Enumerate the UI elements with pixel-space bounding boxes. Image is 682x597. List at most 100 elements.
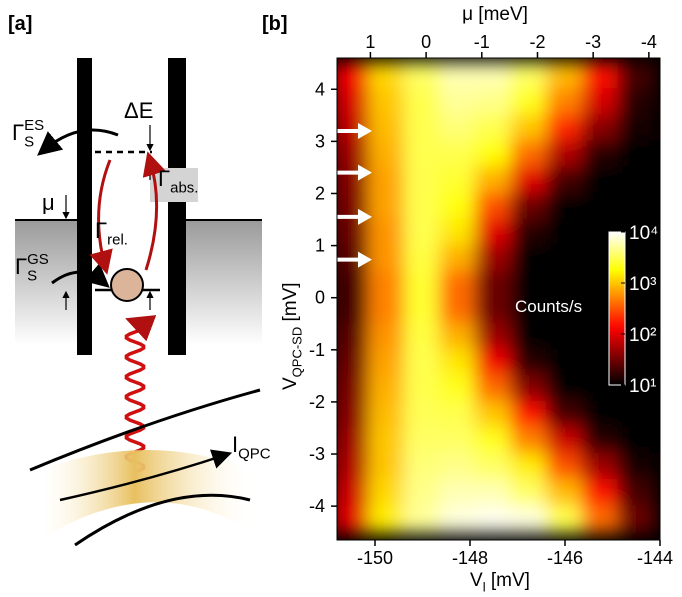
text-base: I [232, 432, 238, 457]
text-base: Γ [12, 120, 24, 145]
text-base: Γ [158, 166, 170, 191]
heat-cell [439, 426, 477, 456]
plot-overlay: -4 -3 -2 -1 0 1 2 3 4 -150 -148 -146 -144 1 0 -1 -2 -3 -4 1… [309, 32, 673, 568]
colorbar-tick-label: 10² [629, 325, 656, 346]
electron [110, 268, 144, 302]
heat-cell [474, 505, 513, 534]
text-base: V [280, 377, 301, 390]
x-tick-label: -148 [452, 548, 488, 568]
x2-tick-label: 1 [365, 32, 375, 52]
heat-cell [403, 88, 442, 117]
heat-cell [368, 505, 406, 534]
heat-cell [510, 296, 549, 325]
heat-cell [474, 322, 513, 351]
heat-cell [546, 114, 584, 143]
colorbar [608, 231, 626, 386]
heat-cell [510, 322, 549, 351]
x2-axis-label: μ [meV] [462, 4, 528, 25]
heat-cell [439, 114, 477, 143]
text-sub: QPC-SD [290, 327, 305, 378]
heat-cell [403, 270, 442, 299]
y-tick-label: -3 [309, 444, 325, 464]
heat-cell [439, 400, 477, 429]
heat-cell [368, 88, 406, 117]
y-tick-label: -4 [309, 496, 325, 516]
heat-cell [337, 322, 371, 351]
heat-cell [439, 88, 477, 117]
heat-cell [439, 62, 477, 91]
text-sub: abs. [170, 180, 198, 197]
heat-cell [368, 400, 406, 429]
heat-cell [474, 453, 513, 482]
heat-cell [510, 218, 549, 247]
tunnel-arrow [37, 128, 119, 156]
plot-frame [336, 57, 661, 541]
heat-cell [403, 192, 442, 221]
x-tick-label: -146 [547, 548, 583, 568]
heat-cell [581, 505, 620, 534]
heat-cell [439, 296, 477, 325]
heat-cell [510, 140, 549, 169]
heat-cell [439, 270, 477, 299]
rate-label: Γrel. [95, 218, 128, 249]
text-tail: [mV] [486, 570, 530, 591]
heat-cell [581, 62, 620, 91]
marker-arrow [337, 251, 372, 268]
photon-arrow [124, 315, 157, 474]
heat-cell [337, 270, 371, 299]
text-base: Γ [15, 254, 27, 279]
heat-cell [617, 140, 656, 169]
heat-cell [368, 244, 406, 273]
x-axis-label: Vl [mV] [470, 570, 530, 595]
heat-cell [617, 62, 656, 91]
heat-cell [403, 218, 442, 247]
heat-cell [510, 88, 549, 117]
heat-cell [368, 140, 406, 169]
heat-cell [581, 166, 620, 195]
heat-cell [617, 192, 656, 221]
heat-cell [368, 479, 406, 508]
colorbar-tick-label: 10⁴ [629, 223, 658, 244]
text-sub: QPC [238, 446, 271, 463]
relaxation-arrow [89, 159, 113, 275]
heat-cell [337, 479, 371, 508]
heat-cell [403, 479, 442, 508]
heat-cell [474, 244, 513, 273]
heat-cell [368, 62, 406, 91]
heat-cell [510, 62, 549, 91]
heat-cell [439, 244, 477, 273]
mu-label: μ [42, 190, 55, 215]
absorption-arrow [142, 151, 166, 271]
heat-cell [368, 270, 406, 299]
gap-label: ΔE [124, 98, 153, 123]
heat-cell [546, 453, 584, 482]
y-tick-label: 2 [315, 183, 325, 203]
rate-label: ΓSES [12, 117, 44, 151]
heat-cell [546, 270, 584, 299]
x2-tick-label: -1 [474, 32, 490, 52]
text-sup: GS [27, 251, 49, 268]
heat-cell [581, 400, 620, 429]
heat-cell [368, 322, 406, 351]
heat-cell [474, 479, 513, 508]
current-label: IQPC [232, 432, 271, 463]
heat-cell [510, 270, 549, 299]
heat-cell [617, 400, 656, 429]
heat-cell [403, 348, 442, 377]
x2-tick-label: -4 [641, 32, 657, 52]
heat-cell [581, 114, 620, 143]
heat-cell [510, 114, 549, 143]
heat-cell [403, 114, 442, 143]
lead-right [186, 220, 262, 345]
heat-cell [403, 322, 442, 351]
heat-cell [510, 426, 549, 456]
heat-cell [617, 505, 656, 534]
heat-cell [546, 505, 584, 534]
y-tick-label: -1 [309, 340, 325, 360]
heat-cell [546, 426, 584, 456]
heat-cell [474, 270, 513, 299]
heat-cell [474, 62, 513, 91]
heat-cell [368, 296, 406, 325]
current-arrow [59, 449, 233, 502]
